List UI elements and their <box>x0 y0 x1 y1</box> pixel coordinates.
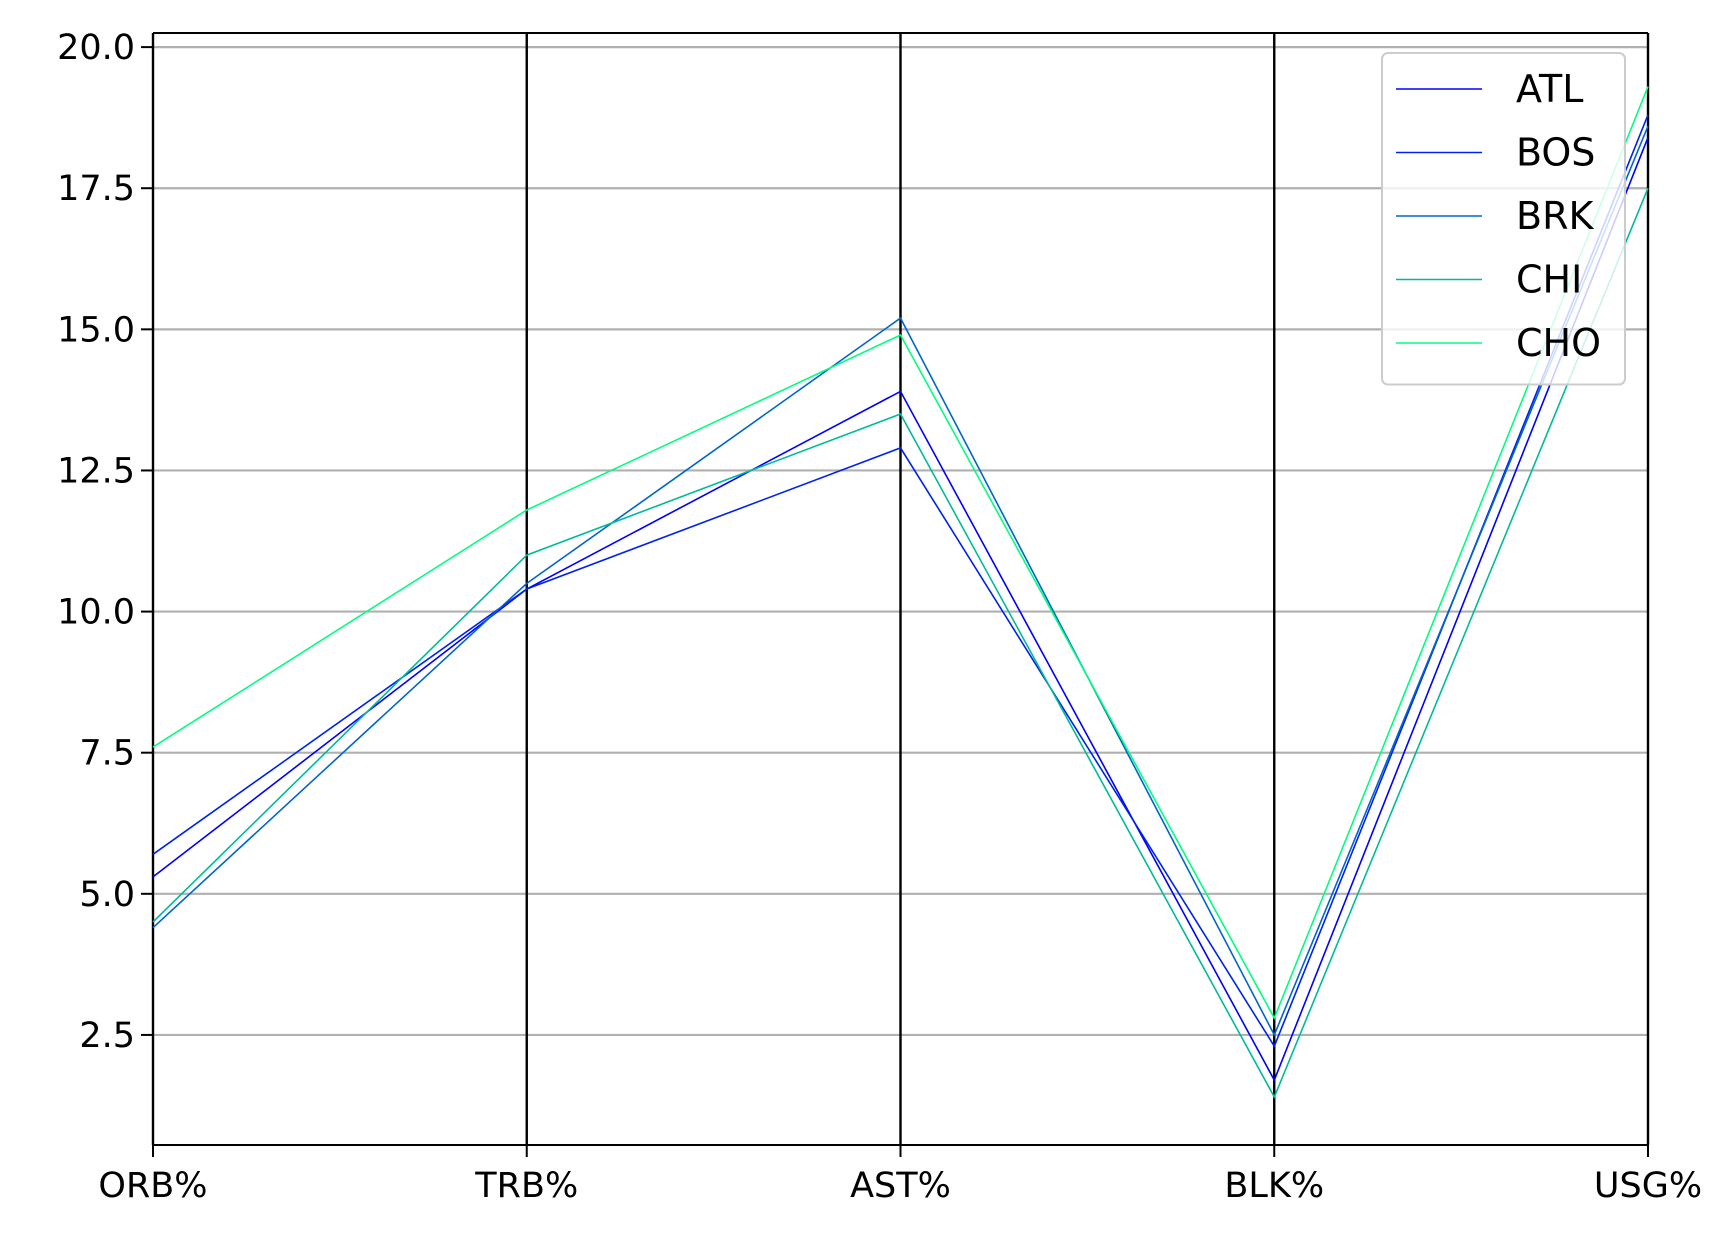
series-lines <box>152 86 1649 1099</box>
y-tick-label: 15.0 <box>57 310 135 350</box>
x-tick-label: BLK% <box>1224 1166 1324 1206</box>
y-tick-label: 5.0 <box>79 875 135 915</box>
legend: ATL BOS BRK CHI CHO <box>1381 52 1626 386</box>
y-tick-label: 17.5 <box>57 169 135 209</box>
y-tick-label: 7.5 <box>79 734 135 774</box>
series-line-cho <box>152 86 1649 1020</box>
legend-label-atl: ATL <box>1516 67 1583 111</box>
y-tick-label: 12.5 <box>57 451 135 491</box>
x-tick-label: AST% <box>850 1166 951 1206</box>
series-line-chi <box>152 187 1649 1099</box>
legend-label-bos: BOS <box>1516 131 1595 175</box>
legend-label-brk: BRK <box>1516 194 1594 238</box>
y-tick-label: 20.0 <box>57 28 135 68</box>
series-line-atl <box>152 137 1649 1082</box>
x-tick-label: TRB% <box>474 1166 578 1206</box>
legend-label-cho: CHO <box>1516 321 1601 365</box>
y-tick-label: 10.0 <box>57 593 135 633</box>
tick-labels: 2.5 5.0 7.5 10.0 12.5 15.0 17.5 20.0 ORB% TRB% AST… <box>57 28 1702 1206</box>
x-tick-label: USG% <box>1594 1166 1702 1206</box>
y-tick-label: 2.5 <box>79 1016 135 1056</box>
series-line-brk <box>152 125 1649 1037</box>
legend-label-chi: CHI <box>1516 258 1582 302</box>
x-tick-label: ORB% <box>98 1166 207 1206</box>
legend-box <box>1381 52 1626 386</box>
